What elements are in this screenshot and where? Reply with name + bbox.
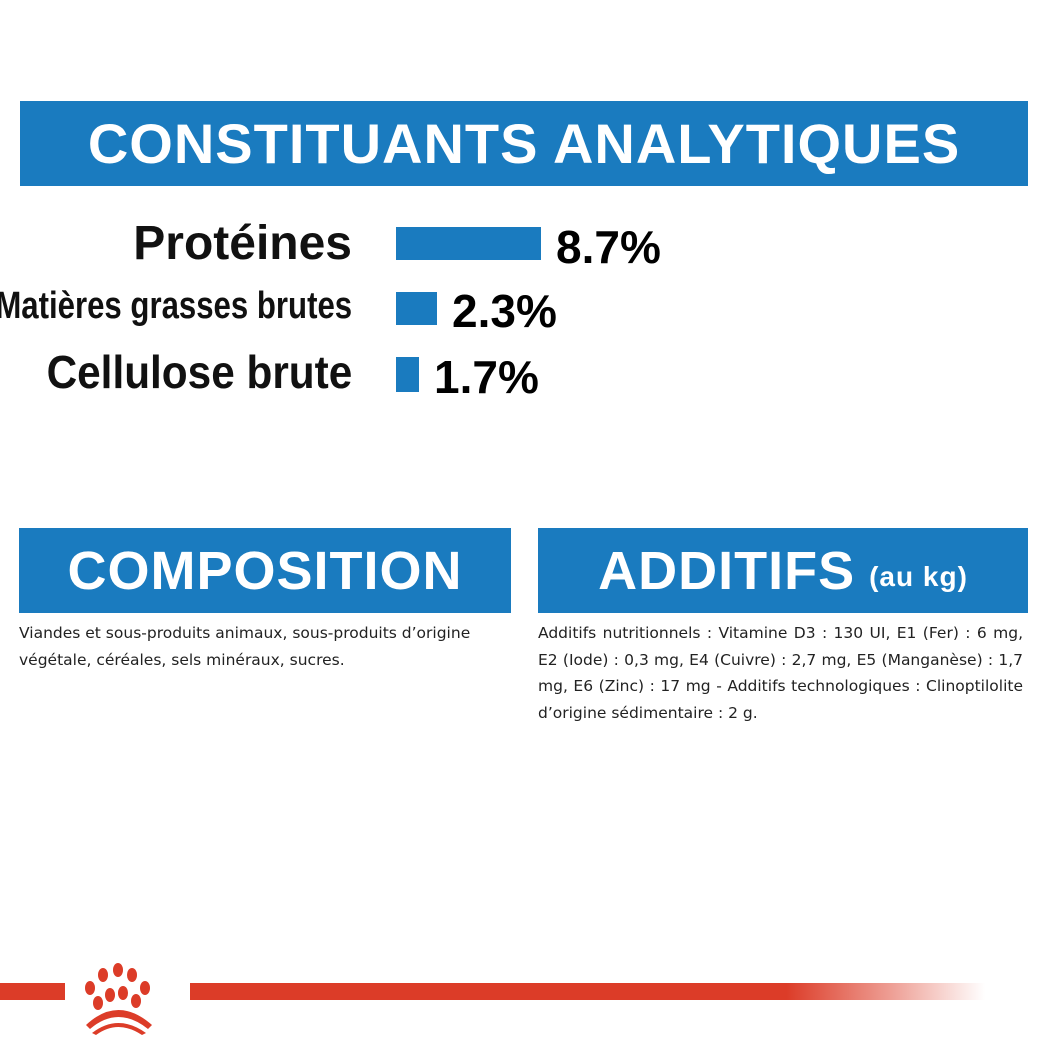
- royal-canin-crown-logo-icon: [85, 963, 152, 1035]
- label-proteins: Protéines: [133, 217, 352, 270]
- additives-header: ADDITIFS (au kg): [538, 528, 1028, 613]
- analytical-title: CONSTITUANTS ANALYTIQUES: [87, 112, 961, 175]
- additives-title: ADDITIFS: [598, 540, 856, 601]
- brand-stripe-left: [0, 983, 65, 1000]
- label-fibre: Cellulose brute: [46, 346, 352, 398]
- analytical-header: CONSTITUANTS ANALYTIQUES: [20, 101, 1028, 186]
- composition-text: Viandes et sous-produits animaux, sous-p…: [19, 624, 471, 669]
- additives-unit: (au kg): [869, 560, 968, 592]
- composition-header: COMPOSITION: [19, 528, 511, 613]
- additives-text: Additifs nutritionnels : Vitamine D3 : 1…: [538, 624, 1023, 722]
- value-fibre: 1.7%: [434, 351, 539, 403]
- bar-proteins: [396, 227, 541, 260]
- label-fat: Matières grasses brutes: [0, 285, 352, 327]
- brand-stripe-right: [190, 983, 985, 1000]
- composition-title: COMPOSITION: [67, 540, 463, 601]
- bar-fat: [396, 292, 437, 325]
- value-fat: 2.3%: [452, 285, 557, 337]
- bar-fibre: [396, 357, 419, 392]
- value-proteins: 8.7%: [556, 221, 661, 273]
